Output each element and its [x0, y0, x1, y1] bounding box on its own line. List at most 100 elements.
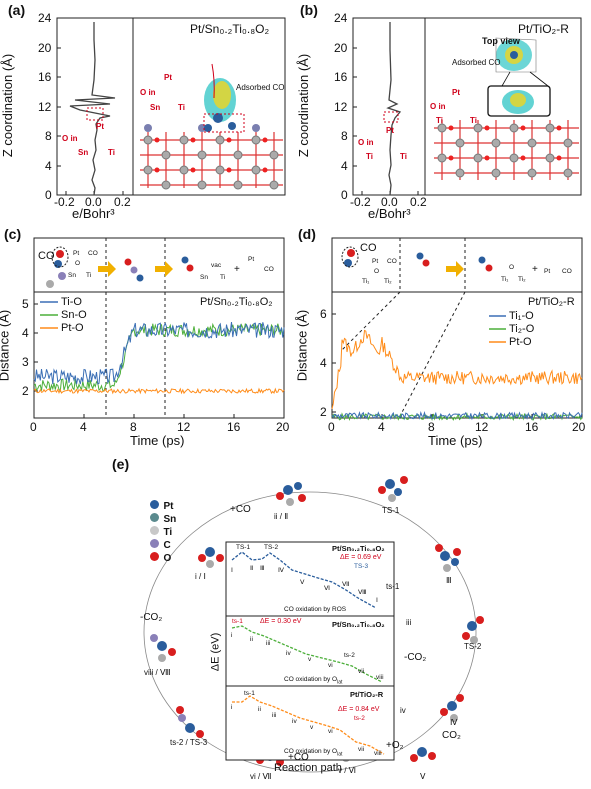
- sub3-delta-e: ΔE = 0.84 eV: [338, 706, 380, 713]
- label-iv: iv: [400, 706, 406, 715]
- x-tick-02: 0.2: [114, 195, 131, 209]
- x-tick-12: 12: [177, 420, 191, 434]
- x-tick-0: 0: [328, 420, 335, 434]
- y-tick-20: 20: [38, 41, 52, 55]
- panel-e-graphic: [143, 476, 484, 773]
- scheme-co-3: CO: [562, 268, 572, 275]
- pt-swatch: [150, 500, 159, 509]
- x-tick-16: 16: [525, 420, 539, 434]
- label-co2-right: CO₂: [442, 730, 461, 741]
- scheme-co: CO: [360, 242, 377, 254]
- label-i: i / Ⅰ: [195, 572, 206, 581]
- sub1-delta-e: ΔE = 0.69 eV: [340, 554, 382, 561]
- scheme-pt-2: Pt: [248, 256, 255, 263]
- label-v: v / Ⅵ: [338, 766, 357, 775]
- x-tick-0: 0.0: [85, 195, 102, 209]
- y-tick-4: 4: [45, 159, 52, 173]
- panel-label: (e): [112, 456, 130, 472]
- label-III: Ⅲ: [446, 576, 452, 585]
- ti-label-2b: Ti: [400, 152, 407, 161]
- o-in-label-2: O in: [62, 134, 78, 143]
- y-tick-6: 6: [320, 307, 327, 321]
- sub3-pt-6: vi: [328, 728, 333, 735]
- sub1-pt-10: Ⅰ: [376, 597, 378, 604]
- panel-b-graphic: [352, 17, 582, 196]
- sub2-pt-7: vii: [358, 668, 365, 675]
- scheme-ti: Ti: [86, 272, 92, 279]
- x-tick-8: 8: [130, 420, 137, 434]
- panel-d: (d) Pt/TiO₂-R Distance (Å) Time (ps) 6 4…: [294, 226, 591, 456]
- sub2-pt-1: ii: [250, 636, 253, 643]
- inset-y-label: ΔE (eV): [209, 632, 222, 672]
- x-tick-0: 0.0: [381, 195, 398, 209]
- sub2-caption: CO oxidation by Olat: [284, 676, 343, 686]
- label-viii: viii / Ⅷ: [144, 668, 171, 677]
- scheme-plus: +: [532, 264, 538, 275]
- sub1-pt-7: Ⅵ: [324, 585, 330, 592]
- title: Pt/Sn₀.₂Ti₀.₈O₂: [200, 296, 273, 308]
- panel-label: (d): [298, 226, 316, 242]
- sub1-pt-4: TS-2: [264, 544, 279, 551]
- legend-o: O: [150, 548, 176, 564]
- panel-d-graphic: [331, 237, 583, 422]
- panel-e: (e) Pt Sn Ti C O: [100, 456, 530, 789]
- y-tick-24: 24: [38, 11, 52, 25]
- legend-pt: Pt: [150, 496, 176, 512]
- sub3-ts: ts-2: [354, 715, 365, 722]
- sub1-pt-1: TS-1: [236, 544, 251, 551]
- sub3-pt-8: viii: [374, 750, 382, 757]
- adsorbed-co-label: Adsorbed CO: [452, 58, 501, 67]
- x-tick-02: 0.2: [410, 195, 427, 209]
- sub1-pt-3: Ⅲ: [260, 565, 265, 572]
- scheme-o-2: O: [509, 264, 515, 271]
- sub3-pt-4: iv: [292, 718, 297, 725]
- sub3-pt-7: vii: [358, 746, 365, 753]
- x-axis-label: e/Bohr³: [368, 206, 411, 221]
- legend-ti1-o: Ti₁-O: [509, 310, 534, 322]
- sub1-pt-8: Ⅶ: [342, 581, 350, 588]
- legend-sn: Sn: [150, 509, 176, 525]
- y-tick-12: 12: [38, 100, 52, 114]
- title: Pt/TiO₂-R: [518, 22, 569, 36]
- y-tick-16: 16: [38, 70, 52, 84]
- x-tick-4: 4: [80, 420, 87, 434]
- label-ii: ii / Ⅱ: [274, 512, 289, 521]
- sub2-delta-e: ΔE = 0.30 eV: [260, 618, 302, 625]
- y-tick-20: 20: [334, 41, 348, 55]
- c-swatch: [150, 539, 159, 548]
- scheme-ti1: Ti₁: [362, 278, 370, 285]
- sub3-caption: CO oxidation by Olat: [284, 748, 343, 758]
- scheme-co-3: CO: [264, 266, 274, 273]
- scheme-ti1-b: Ti₁: [501, 276, 509, 283]
- panel-a-graphic: [56, 17, 286, 196]
- series-pt-o: [33, 387, 285, 395]
- y-tick-12: 12: [334, 100, 348, 114]
- pt-label-2: Pt: [386, 126, 394, 135]
- scheme-co-2: CO: [387, 258, 397, 265]
- sub2-pt-6: ts-2: [344, 652, 355, 659]
- label-IV: Ⅳ: [450, 718, 458, 727]
- ti-label-1a: Ti: [436, 116, 443, 125]
- inset-x-label: Reaction path: [274, 762, 342, 774]
- top-view-label: Top view: [482, 36, 520, 46]
- sub1-pt-2: Ⅱ: [250, 565, 254, 572]
- x-tick-m02: -0.2: [54, 195, 75, 209]
- x-tick-20: 20: [276, 420, 290, 434]
- sub3-title: Pt/TiO₂-R: [350, 690, 384, 699]
- sub1-pt-9: Ⅷ: [358, 589, 367, 596]
- sub2-pt-0: i: [231, 632, 233, 639]
- x-tick-4: 4: [378, 420, 385, 434]
- sub3-pt-5: v: [310, 724, 314, 731]
- scheme-co-2: CO: [88, 250, 98, 257]
- y-tick-24: 24: [334, 11, 348, 25]
- o-in-label-1: O in: [140, 88, 156, 97]
- sub2-pt-8: viii: [376, 674, 384, 681]
- label-ts1: ts-1: [386, 582, 400, 591]
- legend-pt-o: Pt-O: [61, 322, 84, 334]
- sn-swatch: [150, 513, 159, 522]
- panel-label: (a): [8, 2, 26, 18]
- sub3-pt-1: ts-1: [244, 690, 255, 697]
- y-tick-4: 4: [341, 159, 348, 173]
- x-axis-label: Time (ps): [130, 433, 185, 448]
- sub1-pt-6: Ⅴ: [300, 579, 305, 586]
